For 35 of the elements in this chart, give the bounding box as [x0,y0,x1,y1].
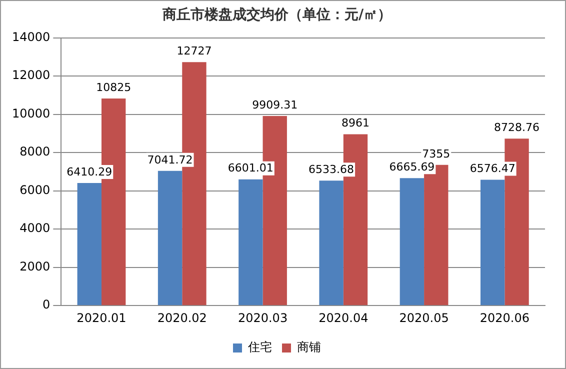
data-label: 6533.68 [308,162,354,176]
bar [238,179,263,306]
x-tick-label: 2020.01 [76,310,126,325]
data-label: 7041.72 [147,153,193,166]
data-label: 6601.01 [228,162,274,175]
y-tick-label: 12000 [12,68,50,82]
data-label: 7355 [422,147,450,160]
x-tick-label: 2020.03 [238,310,288,325]
y-tick-label: 0 [42,298,50,312]
data-label: 9909.31 [252,98,298,112]
data-label: 8961 [342,116,370,130]
data-label: 12727 [176,44,212,58]
y-tick-label: 6000 [20,182,50,197]
y-tick-label: 14000 [12,30,50,44]
y-tick-label: 4000 [20,221,50,236]
bar [319,180,344,306]
data-label: 6576.47 [470,162,516,176]
y-tick-label: 10000 [12,106,50,120]
bar [400,178,424,306]
bar [480,180,505,306]
data-label: 6665.69 [389,160,435,174]
y-tick-label: 2000 [20,259,50,274]
data-label: 10825 [96,80,132,94]
chart-title: 商丘市楼盘成交均价（单位：元/㎡） [161,6,392,24]
bar [77,182,102,306]
legend-label: 商铺 [297,340,321,354]
x-tick-label: 2020.04 [318,310,368,325]
x-tick-label: 2020.05 [399,310,449,325]
bar [158,170,182,306]
x-tick-label: 2020.02 [157,310,207,325]
data-label: 8728.76 [494,120,540,134]
y-tick-label: 8000 [20,144,50,159]
legend-label: 住宅 [247,340,272,354]
x-tick-label: 2020.06 [480,310,530,325]
data-label: 6410.29 [66,165,112,178]
